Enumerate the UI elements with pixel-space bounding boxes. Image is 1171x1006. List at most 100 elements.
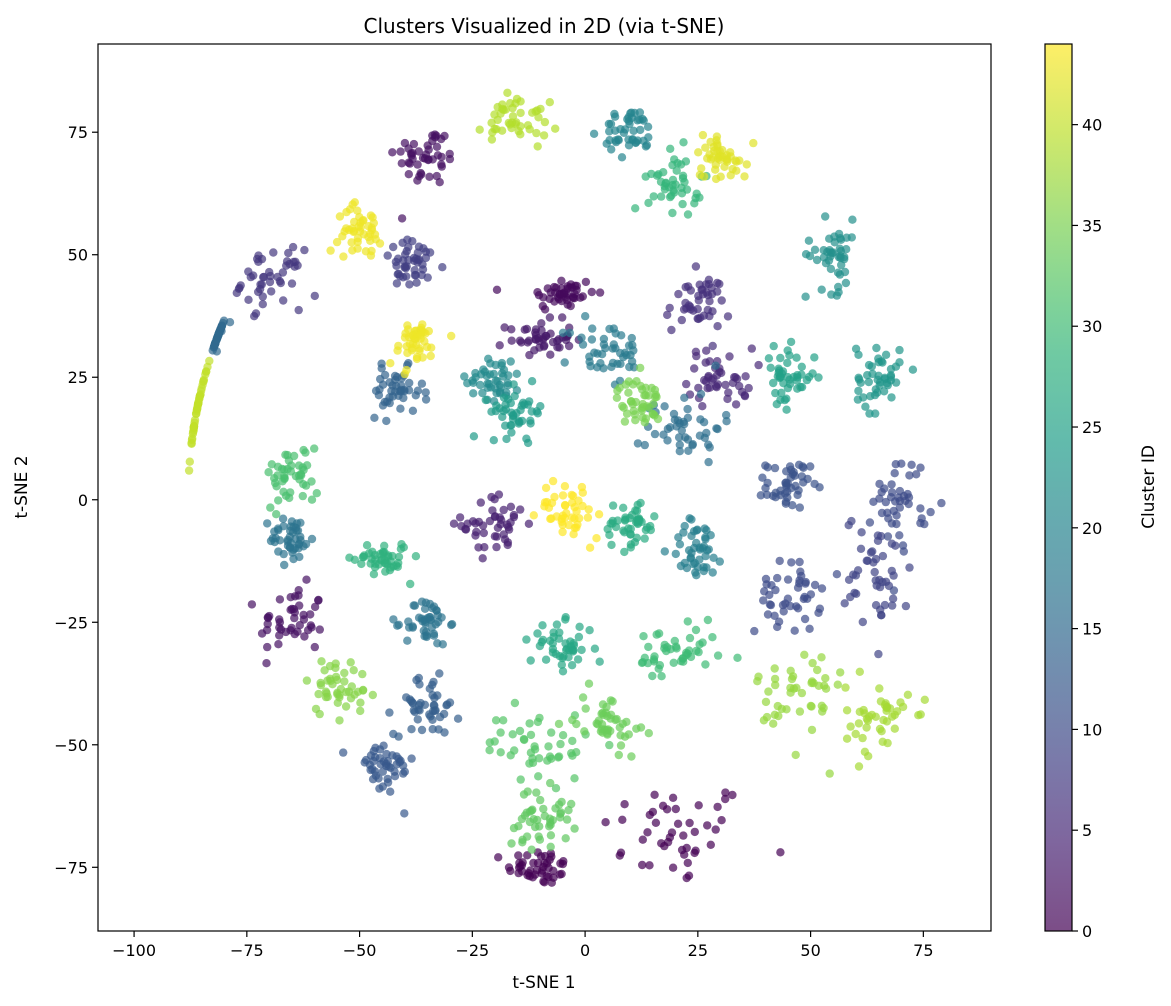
- scatter-point: [685, 514, 694, 523]
- scatter-point: [792, 353, 801, 362]
- scatter-point: [565, 328, 574, 338]
- scatter-point: [530, 346, 539, 355]
- scatter-point: [431, 706, 440, 715]
- scatter-point: [295, 601, 304, 610]
- scatter-point: [447, 331, 456, 341]
- scatter-point: [307, 534, 317, 544]
- scatter-point: [711, 825, 720, 834]
- scatter-point: [393, 621, 402, 630]
- scatter-point: [463, 379, 472, 388]
- scatter-point: [810, 580, 820, 590]
- scatter-point: [460, 372, 469, 381]
- scatter-point: [267, 287, 276, 296]
- cluster-group: [475, 88, 560, 151]
- y-tick-label: −25: [54, 613, 88, 632]
- scatter-point: [570, 824, 579, 833]
- scatter-point: [523, 438, 533, 448]
- scatter-point: [526, 419, 535, 428]
- scatter-point: [392, 261, 401, 270]
- scatter-point: [421, 395, 431, 404]
- scatter-point: [564, 520, 574, 530]
- scatter-point: [420, 337, 429, 346]
- scatter-point: [797, 571, 806, 581]
- scatter-point: [315, 625, 324, 634]
- scatter-point: [527, 845, 536, 854]
- cluster-group: [589, 108, 653, 162]
- scatter-point: [512, 94, 522, 104]
- scatter-point: [512, 369, 521, 378]
- scatter-point: [754, 360, 763, 370]
- scatter-point: [814, 373, 823, 382]
- scatter-point: [801, 577, 810, 587]
- scatter-point: [895, 503, 904, 512]
- scatter-point: [888, 601, 897, 610]
- scatter-point: [639, 402, 648, 412]
- scatter-point: [377, 359, 386, 368]
- scatter-point: [926, 507, 935, 517]
- scatter-point: [776, 353, 785, 363]
- scatter-point: [555, 652, 564, 661]
- scatter-point: [437, 152, 446, 162]
- scatter-point: [666, 144, 675, 153]
- scatter-point: [626, 397, 636, 406]
- scatter-point: [381, 559, 391, 568]
- scatter-point: [530, 742, 539, 751]
- scatter-point: [747, 344, 756, 353]
- scatter-point: [570, 774, 579, 783]
- scatter-point: [704, 280, 714, 289]
- scatter-point: [854, 762, 864, 771]
- scatter-point: [400, 262, 410, 271]
- scatter-point: [786, 666, 795, 675]
- scatter-point: [797, 688, 807, 698]
- scatter-point: [353, 206, 362, 215]
- scatter-point: [903, 690, 913, 699]
- scatter-point: [819, 246, 828, 255]
- scatter-point: [737, 387, 747, 397]
- scatter-point: [496, 520, 505, 529]
- scatter-point: [762, 490, 772, 499]
- scatter-point: [547, 878, 556, 887]
- scatter-point: [553, 343, 562, 352]
- scatter-point: [769, 378, 778, 388]
- scatter-point: [388, 148, 397, 157]
- scatter-point: [438, 263, 447, 272]
- scatter-point: [771, 680, 780, 690]
- scatter-point: [620, 417, 630, 426]
- colorbar: [1045, 44, 1072, 931]
- scatter-point: [594, 510, 604, 519]
- scatter-point: [701, 377, 711, 386]
- scatter-point: [371, 743, 380, 752]
- scatter-point: [585, 352, 594, 361]
- scatter-point: [339, 748, 348, 757]
- colorbar-label: Cluster ID: [1139, 445, 1159, 529]
- scatter-point: [348, 246, 357, 255]
- scatter-point: [546, 849, 556, 858]
- scatter-point: [407, 151, 416, 160]
- cluster-group: [801, 212, 857, 301]
- scatter-point: [320, 666, 329, 675]
- scatter-point: [510, 391, 519, 401]
- scatter-point: [285, 493, 294, 503]
- scatter-point: [558, 313, 567, 322]
- scatter-point: [516, 130, 525, 139]
- scatter-point: [232, 288, 241, 298]
- colorbar-ticks: 0 5 10 15 20 25 30 35 40: [1072, 116, 1102, 941]
- scatter-point: [890, 724, 899, 733]
- scatter-point: [851, 729, 860, 739]
- scatter-point: [782, 705, 791, 714]
- scatter-point: [699, 418, 709, 427]
- scatter-point: [674, 289, 683, 299]
- scatter-point: [440, 131, 449, 141]
- scatter-point: [749, 138, 758, 148]
- scatter-point: [670, 636, 679, 646]
- scatter-point: [851, 344, 861, 353]
- scatter-point: [731, 400, 741, 409]
- scatter-point: [349, 666, 358, 675]
- scatter-point: [624, 388, 633, 397]
- scatter-point: [369, 570, 379, 579]
- scatter-point: [273, 272, 282, 282]
- scatter-point: [674, 433, 684, 442]
- scatter-point: [421, 598, 431, 607]
- scatter-point: [418, 353, 427, 362]
- scatter-point: [286, 526, 295, 536]
